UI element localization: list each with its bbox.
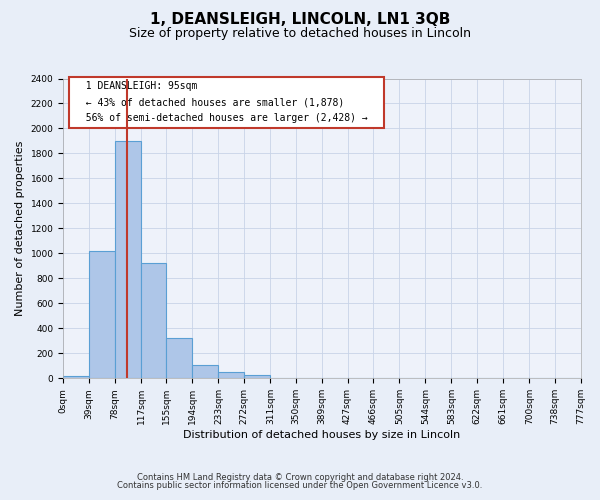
Bar (218, 372, 244, 378)
Bar (89, 251, 115, 378)
Bar (166, 338, 193, 378)
Bar (141, 264, 166, 378)
X-axis label: Distribution of detached houses by size in Lincoln: Distribution of detached houses by size … (183, 430, 461, 440)
Text: Size of property relative to detached houses in Lincoln: Size of property relative to detached ho… (129, 28, 471, 40)
Text: 1, DEANSLEIGH, LINCOLN, LN1 3QB: 1, DEANSLEIGH, LINCOLN, LN1 3QB (150, 12, 450, 28)
Bar (63, 376, 89, 378)
Y-axis label: Number of detached properties: Number of detached properties (15, 140, 25, 316)
Bar (244, 374, 270, 378)
Bar (115, 141, 141, 378)
Bar (193, 365, 218, 378)
Text: Contains public sector information licensed under the Open Government Licence v3: Contains public sector information licen… (118, 481, 482, 490)
Text: 1 DEANSLEIGH: 95sqm  
  ← 43% of detached houses are smaller (1,878)  
  56% of : 1 DEANSLEIGH: 95sqm ← 43% of detached ho… (74, 82, 379, 122)
Text: Contains HM Land Registry data © Crown copyright and database right 2024.: Contains HM Land Registry data © Crown c… (137, 472, 463, 482)
